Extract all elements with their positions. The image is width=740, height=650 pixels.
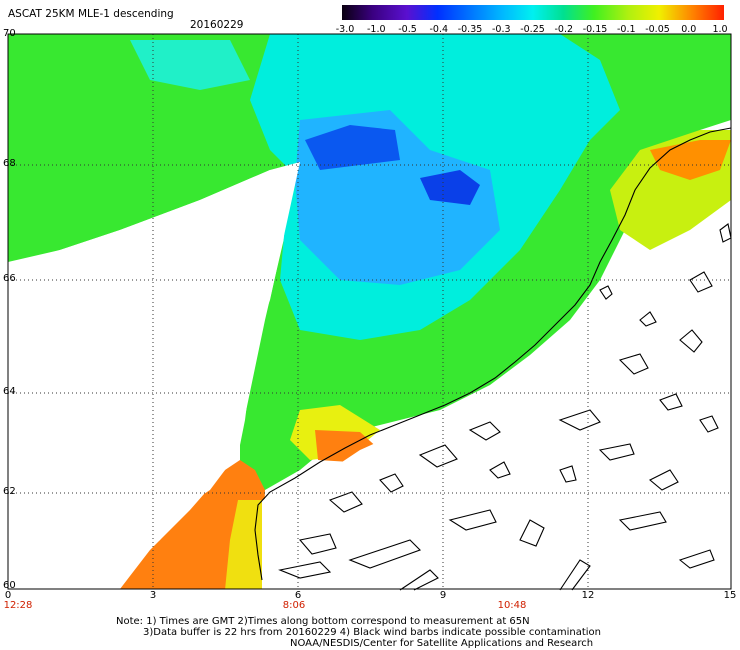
product-date: 20160229 — [190, 19, 244, 31]
colorbar-tick-label: 0.0 — [681, 24, 697, 35]
lon-label-3: 3 — [149, 590, 157, 601]
lon-label-0: 0 — [4, 590, 12, 601]
colorbar-tick-label: -0.5 — [398, 24, 417, 35]
colorbar-tick-label: -0.35 — [457, 24, 483, 35]
plot-frame — [7, 33, 732, 590]
colorbar-tick-label: -0.05 — [645, 24, 670, 35]
colorbar-tick-label: -0.3 — [491, 24, 511, 35]
field-yellow-sw — [225, 500, 265, 589]
field-blue-1 — [305, 125, 400, 170]
colorbar-tick-label: -0.4 — [429, 24, 449, 35]
field-cyan-west — [130, 40, 250, 90]
colorbar-tick-label: -3.0 — [335, 24, 355, 35]
graticule — [8, 34, 731, 589]
lon-label-12: 12 — [581, 590, 595, 601]
time-label-3: 10:48 — [497, 600, 527, 611]
colorbar-tick-label: -0.15 — [582, 24, 608, 35]
coastlines — [254, 127, 732, 591]
field-blue-2 — [420, 170, 480, 205]
note-line-1: Note: 1) Times are GMT 2)Times along bot… — [116, 616, 530, 627]
colorbar-tick-label: -0.2 — [554, 24, 574, 35]
colorbar-tick-label: -0.1 — [616, 24, 636, 35]
land-norway — [262, 210, 731, 589]
colorbar-tick-label: -0.25 — [520, 24, 545, 35]
colorbar-tick-label: -1.0 — [366, 24, 386, 35]
lat-label-66: 66 — [3, 273, 16, 284]
no-data-gap — [8, 162, 300, 589]
time-label-2: 8:06 — [282, 600, 306, 611]
lon-label-9: 9 — [439, 590, 447, 601]
colorbar — [342, 5, 724, 20]
field-orange-sw — [105, 460, 265, 589]
note-line-2: 3)Data buffer is 22 hrs from 20160229 4)… — [143, 627, 601, 638]
wind-field — [8, 34, 731, 589]
lon-label-15: 15 — [723, 590, 737, 601]
lat-label-60: 60 — [3, 580, 16, 591]
lat-label-62: 62 — [3, 486, 16, 497]
lat-label-68: 68 — [3, 158, 16, 169]
product-title: ASCAT 25KM MLE-1 descending — [8, 8, 174, 20]
note-line-3: NOAA/NESDIS/Center for Satellite Applica… — [290, 638, 594, 649]
lon-label-6: 6 — [294, 590, 302, 601]
lat-label-70: 70 — [3, 28, 16, 39]
lat-label-64: 64 — [3, 386, 16, 397]
colorbar-tick-label: 1.0 — [712, 24, 728, 35]
time-label-1: 12:28 — [3, 600, 33, 611]
